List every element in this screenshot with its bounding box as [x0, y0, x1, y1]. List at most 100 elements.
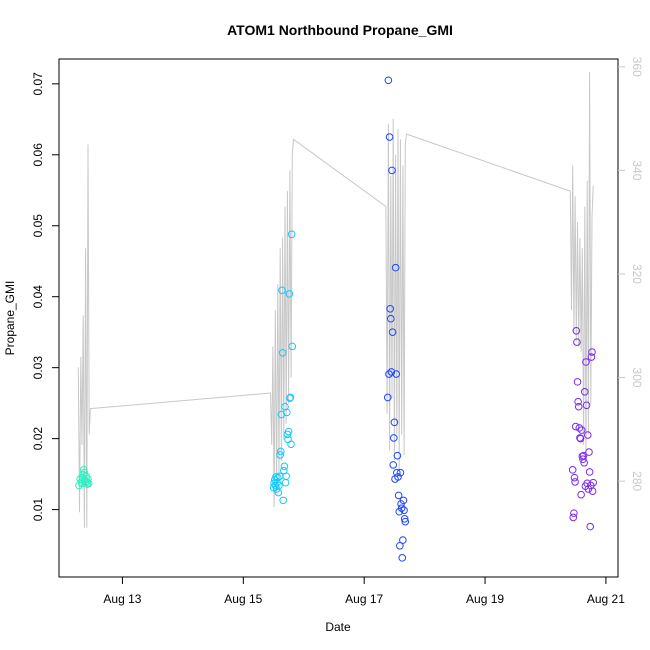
data-point [575, 424, 584, 432]
y-axis-label: Propane_GMI [3, 281, 17, 356]
x-tick-label: Aug 15 [224, 592, 262, 606]
data-point [396, 541, 404, 550]
data-point [571, 478, 579, 486]
data-point [389, 461, 397, 469]
data-point [580, 458, 588, 467]
data-point [573, 338, 581, 346]
y-tick-label: 0.04 [31, 285, 45, 309]
data-point [397, 504, 406, 512]
data-point [588, 487, 597, 495]
data-point [79, 466, 88, 474]
secondary-line [77, 71, 594, 528]
data-point [576, 434, 585, 443]
data-point [583, 479, 591, 488]
data-point [572, 326, 581, 335]
data-point [392, 370, 401, 378]
data-point [576, 434, 584, 442]
data-point [84, 475, 92, 483]
x-tick-label: Aug 19 [466, 592, 504, 606]
data-point [399, 536, 407, 544]
data-point [388, 328, 397, 336]
y-tick-label: 0.02 [31, 427, 45, 451]
data-point [569, 513, 578, 522]
data-point [570, 473, 579, 482]
data-point [387, 368, 396, 376]
data-point [399, 496, 408, 505]
data-point [287, 440, 295, 449]
data-point [398, 554, 407, 562]
data-point [286, 394, 294, 402]
data-point [282, 472, 291, 481]
secondary-line-layer [77, 71, 594, 528]
y-tick-label: 0.03 [31, 356, 45, 380]
data-point [582, 358, 590, 366]
data-point [579, 451, 588, 460]
data-point [574, 397, 582, 406]
data-point [83, 480, 92, 488]
data-point [394, 491, 403, 500]
data-point [385, 133, 394, 141]
data-point [390, 418, 399, 427]
data-point [386, 314, 395, 323]
data-point [394, 473, 402, 481]
data-point [276, 451, 284, 459]
data-point [393, 451, 402, 460]
data-point [401, 517, 410, 526]
data-point [385, 370, 393, 378]
data-point [393, 468, 401, 477]
right-tick-label: 360 [630, 57, 644, 77]
x-tick-label: Aug 13 [103, 592, 141, 606]
data-point [582, 401, 591, 410]
data-point [400, 506, 408, 515]
data-point [585, 468, 594, 476]
data-point [286, 393, 295, 402]
right-tick-label: 280 [630, 471, 644, 491]
data-point [573, 378, 582, 386]
y-tick-label: 0.01 [31, 498, 45, 522]
data-point [274, 488, 283, 497]
data-point [384, 76, 393, 85]
chart-title: ATOM1 Northbound Propane_GMI [227, 22, 453, 38]
x-tick-label: Aug 17 [345, 592, 383, 606]
data-point [587, 353, 596, 361]
data-point [589, 478, 598, 487]
data-point [579, 455, 587, 464]
data-point [285, 290, 294, 298]
data-point [588, 348, 596, 356]
data-point [386, 304, 394, 313]
data-point [396, 468, 405, 477]
data-points-layer [75, 76, 598, 562]
data-point [585, 448, 593, 456]
data-point [574, 402, 583, 411]
data-point [388, 166, 396, 175]
data-point [288, 342, 297, 351]
x-axis-label: Date [325, 620, 351, 634]
data-point [278, 286, 286, 295]
data-point [280, 462, 289, 471]
right-tick-label: 320 [630, 264, 644, 284]
y-tick-label: 0.07 [31, 72, 45, 96]
x-tick-label: Aug 21 [587, 592, 625, 606]
axes: Aug 13 Aug 15 Aug 17 Aug 19 Aug 21 0.01 0.02 0.… [31, 57, 644, 606]
data-point [281, 478, 290, 487]
right-tick-label: 300 [630, 368, 644, 388]
data-point [577, 490, 585, 499]
data-point [84, 479, 93, 488]
data-point [568, 466, 577, 474]
data-point [287, 230, 296, 239]
data-point [583, 431, 592, 439]
data-point [400, 515, 409, 523]
data-point [391, 263, 400, 272]
data-point [580, 387, 589, 396]
data-point [275, 481, 283, 490]
plot-frame [58, 58, 619, 578]
data-point [283, 408, 291, 417]
data-point [383, 393, 392, 402]
data-point [279, 496, 288, 505]
y-tick-label: 0.06 [31, 143, 45, 167]
data-point [284, 435, 292, 444]
data-point [276, 447, 285, 456]
data-point [389, 434, 398, 442]
data-point [571, 422, 580, 431]
